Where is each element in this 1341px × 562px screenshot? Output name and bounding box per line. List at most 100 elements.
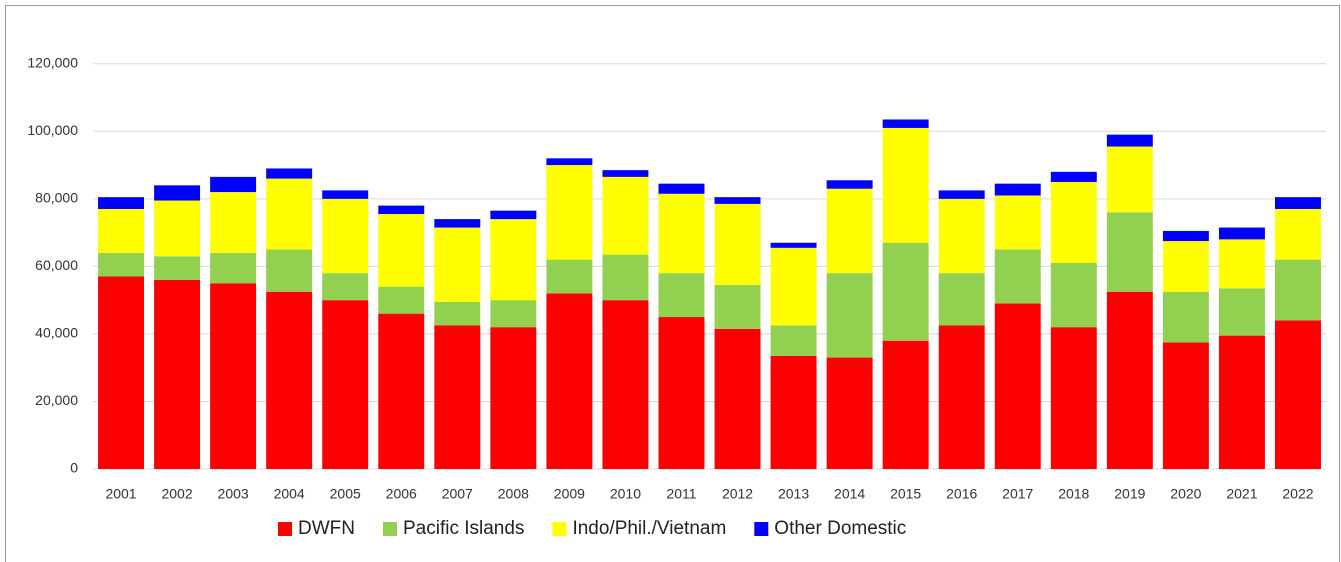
y-tick-label: 0 xyxy=(70,460,78,476)
bar-segment xyxy=(938,273,985,326)
bar-segment xyxy=(490,327,537,469)
bar-segment xyxy=(714,284,761,329)
bar-segment xyxy=(378,313,425,469)
bar-segment xyxy=(770,355,817,469)
x-tick-label: 2021 xyxy=(1226,486,1257,502)
x-tick-label: 2010 xyxy=(610,486,641,502)
bar-segment xyxy=(378,205,425,215)
bar-segment xyxy=(1162,230,1209,242)
bar-segment xyxy=(210,176,257,193)
bar-segment xyxy=(322,198,369,274)
bar-segment xyxy=(1218,335,1265,469)
bar-segment xyxy=(1050,181,1097,264)
bar-segment xyxy=(882,242,929,341)
bar-segment xyxy=(154,256,201,280)
bar-segment xyxy=(714,203,761,285)
bar-segment xyxy=(1106,134,1153,147)
bar-segment xyxy=(546,165,593,260)
bar-segment xyxy=(434,227,481,302)
bar-segment xyxy=(714,328,761,469)
bar-segment xyxy=(938,190,985,199)
x-tick-label: 2015 xyxy=(890,486,921,502)
legend-label: DWFN xyxy=(298,518,355,539)
bar-segment xyxy=(658,317,705,469)
bar-segment xyxy=(658,193,705,274)
legend: DWFN Pacific Islands Indo/Phil./Vietnam Oth… xyxy=(278,518,906,539)
bar-segment xyxy=(210,192,257,253)
bar-segment xyxy=(1218,227,1265,240)
bar-segment xyxy=(378,214,425,287)
bar-segment xyxy=(826,188,873,274)
bar-segment xyxy=(770,247,817,326)
bar-segment xyxy=(98,276,145,469)
bar-segment xyxy=(322,190,369,199)
bar-segment xyxy=(154,185,201,201)
y-tick-label: 120,000 xyxy=(27,54,78,70)
bar-segment xyxy=(546,259,593,294)
x-tick-label: 2004 xyxy=(274,486,305,502)
bar-segment xyxy=(266,168,313,179)
bar-segment xyxy=(266,291,313,469)
bar-segment xyxy=(434,301,481,326)
bar-segment xyxy=(994,249,1041,304)
axis: 0 20,000 40,000 60,000 80,000 100,000 120,000 2… xyxy=(27,54,1313,501)
bar-segment xyxy=(1162,241,1209,292)
bar-segment xyxy=(266,249,313,292)
bar-segment xyxy=(714,197,761,204)
bar-segment xyxy=(1162,342,1209,469)
bar-segment xyxy=(826,180,873,189)
x-tick-label: 2016 xyxy=(946,486,977,502)
bar-segment xyxy=(98,252,145,277)
bar-segment xyxy=(994,195,1041,250)
legend-swatch xyxy=(382,522,397,536)
bar-segment xyxy=(378,286,425,314)
bar-segment xyxy=(1106,212,1153,292)
legend-label: Indo/Phil./Vietnam xyxy=(572,518,726,539)
x-tick-label: 2017 xyxy=(1002,486,1033,502)
bar-segment xyxy=(658,273,705,318)
bar-segment xyxy=(1274,320,1321,469)
y-tick-label: 100,000 xyxy=(27,122,78,138)
bar-segment xyxy=(938,198,985,274)
bar-segment xyxy=(546,293,593,469)
bar-segment xyxy=(434,219,481,228)
bar-segment xyxy=(826,357,873,469)
bar-segment xyxy=(882,127,929,243)
bar-segment xyxy=(602,254,649,301)
x-tick-label: 2006 xyxy=(386,486,417,502)
bar-segment xyxy=(546,158,593,166)
bar-segment xyxy=(154,200,201,257)
bar-segment xyxy=(882,340,929,469)
legend-swatch xyxy=(552,522,567,536)
bar-segment xyxy=(1218,288,1265,336)
bar-segment xyxy=(490,300,537,328)
bar-segment xyxy=(98,197,145,209)
bar-segment xyxy=(1218,239,1265,289)
x-tick-label: 2012 xyxy=(722,486,753,502)
x-tick-label: 2011 xyxy=(666,486,696,502)
x-tick-label: 2005 xyxy=(330,486,361,502)
legend-label: Pacific Islands xyxy=(403,518,524,539)
bar-segment xyxy=(1050,171,1097,182)
y-tick-label: 80,000 xyxy=(35,190,78,206)
bar-segment xyxy=(210,283,257,469)
x-tick-label: 2003 xyxy=(218,486,249,502)
bar-segment xyxy=(770,325,817,356)
bar-segment xyxy=(770,242,817,248)
x-tick-label: 2001 xyxy=(105,486,136,502)
bar-segment xyxy=(882,119,929,128)
x-tick-label: 2020 xyxy=(1170,486,1201,502)
bar-segment xyxy=(490,219,537,301)
bar-segment xyxy=(1274,259,1321,321)
bar-segment xyxy=(1106,291,1153,469)
bar-segment xyxy=(98,208,145,253)
bar-segment xyxy=(826,273,873,358)
bar-segment xyxy=(434,325,481,469)
chart-border xyxy=(5,5,1340,562)
bars xyxy=(98,119,1321,469)
bar-segment xyxy=(154,279,201,469)
bar-segment xyxy=(1106,146,1153,213)
x-tick-label: 2018 xyxy=(1058,486,1089,502)
bar-segment xyxy=(266,178,313,250)
